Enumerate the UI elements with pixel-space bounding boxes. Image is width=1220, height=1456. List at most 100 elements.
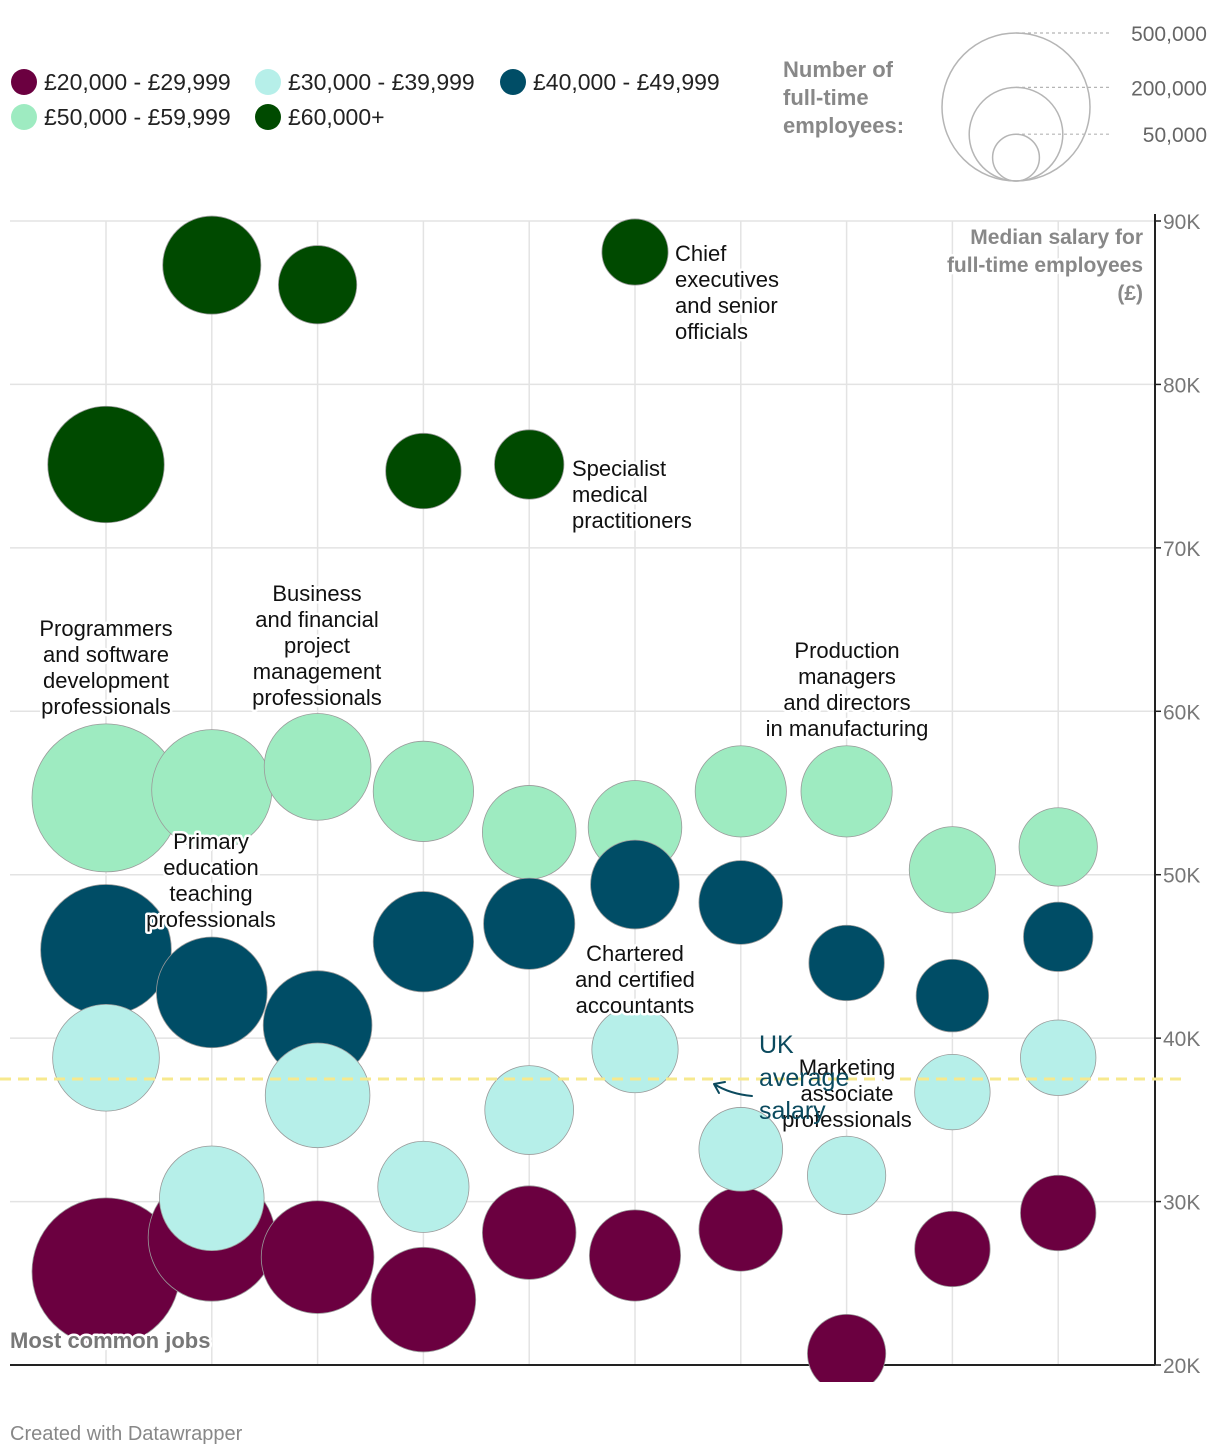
bubble-series-2[interactable] bbox=[1023, 901, 1094, 972]
annotation-marketing-line: Marketing bbox=[799, 1055, 896, 1080]
legend-swatch bbox=[11, 104, 37, 130]
y-axis-title-line: full-time employees bbox=[947, 254, 1143, 277]
size-legend-label: 500,000 bbox=[1131, 23, 1207, 46]
size-legend-label: 200,000 bbox=[1131, 77, 1207, 100]
annotation-accountants: Chartered and certified accountants bbox=[575, 941, 695, 1018]
annotation-medical-line: Specialist bbox=[572, 456, 666, 481]
annotation-chief: Chief executives and senior officials bbox=[675, 241, 779, 344]
bubble-series-4[interactable] bbox=[278, 245, 358, 325]
size-legend-title: Number of full-time employees: bbox=[783, 57, 904, 138]
bubble-series-1[interactable] bbox=[698, 1107, 784, 1192]
bubble-series-1[interactable] bbox=[914, 1053, 991, 1131]
y-tick-label: 60K bbox=[1163, 701, 1200, 724]
annotation-programmers-line: professionals bbox=[41, 694, 171, 719]
annotation-production-line: in manufacturing bbox=[766, 716, 929, 741]
annotation-accountants-line: accountants bbox=[576, 993, 695, 1018]
bubble-series-2[interactable] bbox=[915, 958, 990, 1033]
annotation-programmers-line: and software bbox=[43, 642, 169, 667]
uk-average-arrow bbox=[713, 1081, 753, 1097]
bubble-series-0[interactable] bbox=[807, 1314, 887, 1392]
annotation-programmers-line: Programmers bbox=[39, 616, 172, 641]
y-axis-title-line: (£) bbox=[1117, 282, 1143, 305]
annotation-accountants-line: Chartered bbox=[586, 941, 684, 966]
bubble-series-2[interactable] bbox=[698, 860, 784, 945]
annotation-medical-line: medical bbox=[572, 482, 648, 507]
legend-label: £50,000 - £59,999 bbox=[44, 104, 231, 130]
uk-average-label-line: UK bbox=[759, 1031, 794, 1059]
bubble-series-0[interactable] bbox=[260, 1200, 375, 1314]
annotation-business-line: management bbox=[253, 659, 381, 684]
bubble-series-4[interactable] bbox=[494, 429, 565, 500]
bubble-series-2[interactable] bbox=[590, 839, 680, 930]
legend-swatch bbox=[255, 69, 281, 95]
annotation-primary-line: teaching bbox=[169, 881, 252, 906]
y-tick-label: 20K bbox=[1163, 1355, 1200, 1378]
bubble-series-2[interactable] bbox=[483, 877, 576, 970]
annotation-medical: Specialist medical practitioners bbox=[572, 456, 692, 533]
bubble-series-4[interactable] bbox=[385, 432, 462, 510]
y-tick-label: 90K bbox=[1163, 211, 1200, 234]
bubble-series-2[interactable] bbox=[808, 924, 885, 1002]
bubble-series-1[interactable] bbox=[159, 1145, 265, 1252]
annotation-production-line: Production bbox=[794, 638, 899, 663]
bubble-series-3[interactable] bbox=[1018, 807, 1098, 887]
legend-label: £60,000+ bbox=[288, 104, 385, 130]
legend-swatch bbox=[11, 69, 37, 95]
bubble-series-3[interactable] bbox=[908, 826, 996, 914]
annotation-programmers-line: development bbox=[43, 668, 169, 693]
bubble-series-0[interactable] bbox=[481, 1185, 577, 1280]
size-legend-circle bbox=[941, 32, 1091, 182]
bubble-series-2[interactable] bbox=[372, 891, 474, 993]
y-tick-label: 80K bbox=[1163, 374, 1200, 397]
annotation-business-line: and financial bbox=[255, 607, 379, 632]
annotation-marketing: Marketing associate professionals bbox=[782, 1055, 912, 1132]
annotation-accountants-line: and certified bbox=[575, 967, 695, 992]
bubbles bbox=[31, 215, 1098, 1392]
y-tick-label: 70K bbox=[1163, 538, 1200, 561]
bubble-series-1[interactable] bbox=[52, 1003, 160, 1112]
size-legend-label: 50,000 bbox=[1143, 124, 1207, 147]
x-axis-title: Most common jobs bbox=[10, 1328, 210, 1353]
annotation-primary: Primary education teaching professionals bbox=[146, 829, 276, 932]
bubble-series-3[interactable] bbox=[263, 713, 372, 821]
bubble-series-0[interactable] bbox=[914, 1210, 991, 1288]
legend-label: £30,000 - £39,999 bbox=[288, 69, 475, 95]
bubble-series-2[interactable] bbox=[156, 936, 268, 1049]
annotation-marketing-line: associate bbox=[801, 1081, 894, 1106]
bubble-series-0[interactable] bbox=[588, 1209, 682, 1302]
bubble-series-1[interactable] bbox=[1020, 1019, 1097, 1096]
y-tick-label: 50K bbox=[1163, 865, 1200, 888]
y-axis-title: Median salary for full-time employees (£) bbox=[947, 226, 1143, 305]
bubble-series-3[interactable] bbox=[372, 740, 474, 842]
bubble-series-1[interactable] bbox=[377, 1140, 470, 1233]
y-tick-label: 30K bbox=[1163, 1192, 1200, 1215]
annotation-medical-line: practitioners bbox=[572, 508, 692, 533]
y-axis-title-line: Median salary for bbox=[970, 226, 1143, 249]
bubble-series-0[interactable] bbox=[698, 1187, 784, 1272]
uk-average-label-line: average bbox=[759, 1064, 849, 1092]
bubble-series-1[interactable] bbox=[591, 1006, 679, 1094]
bubble-series-0[interactable] bbox=[370, 1246, 477, 1353]
bubble-series-4[interactable] bbox=[162, 215, 262, 315]
bubble-series-4[interactable] bbox=[601, 218, 669, 286]
bubble-series-2[interactable] bbox=[40, 884, 172, 1016]
annotation-business-line: project bbox=[284, 633, 350, 658]
bubble-series-4[interactable] bbox=[47, 405, 165, 524]
legend-label: £20,000 - £29,999 bbox=[44, 69, 231, 95]
bubble-series-0[interactable] bbox=[1020, 1174, 1097, 1252]
bubble-series-3[interactable] bbox=[694, 745, 787, 838]
legend-swatch bbox=[500, 69, 526, 95]
bubble-series-3[interactable] bbox=[481, 785, 577, 880]
annotation-chief-line: Chief bbox=[675, 241, 727, 266]
bubble-series-1[interactable] bbox=[807, 1135, 887, 1215]
annotation-chief-line: and senior bbox=[675, 293, 778, 318]
bubble-series-1[interactable] bbox=[264, 1042, 371, 1149]
annotation-chief-line: executives bbox=[675, 267, 779, 292]
bubble-series-3[interactable] bbox=[800, 745, 893, 838]
annotation-production-line: and directors bbox=[783, 690, 910, 715]
annotation-primary-line: education bbox=[163, 855, 258, 880]
annotation-production-line: managers bbox=[798, 664, 896, 689]
size-legend-circle bbox=[991, 133, 1041, 182]
bubble-series-1[interactable] bbox=[484, 1065, 575, 1155]
